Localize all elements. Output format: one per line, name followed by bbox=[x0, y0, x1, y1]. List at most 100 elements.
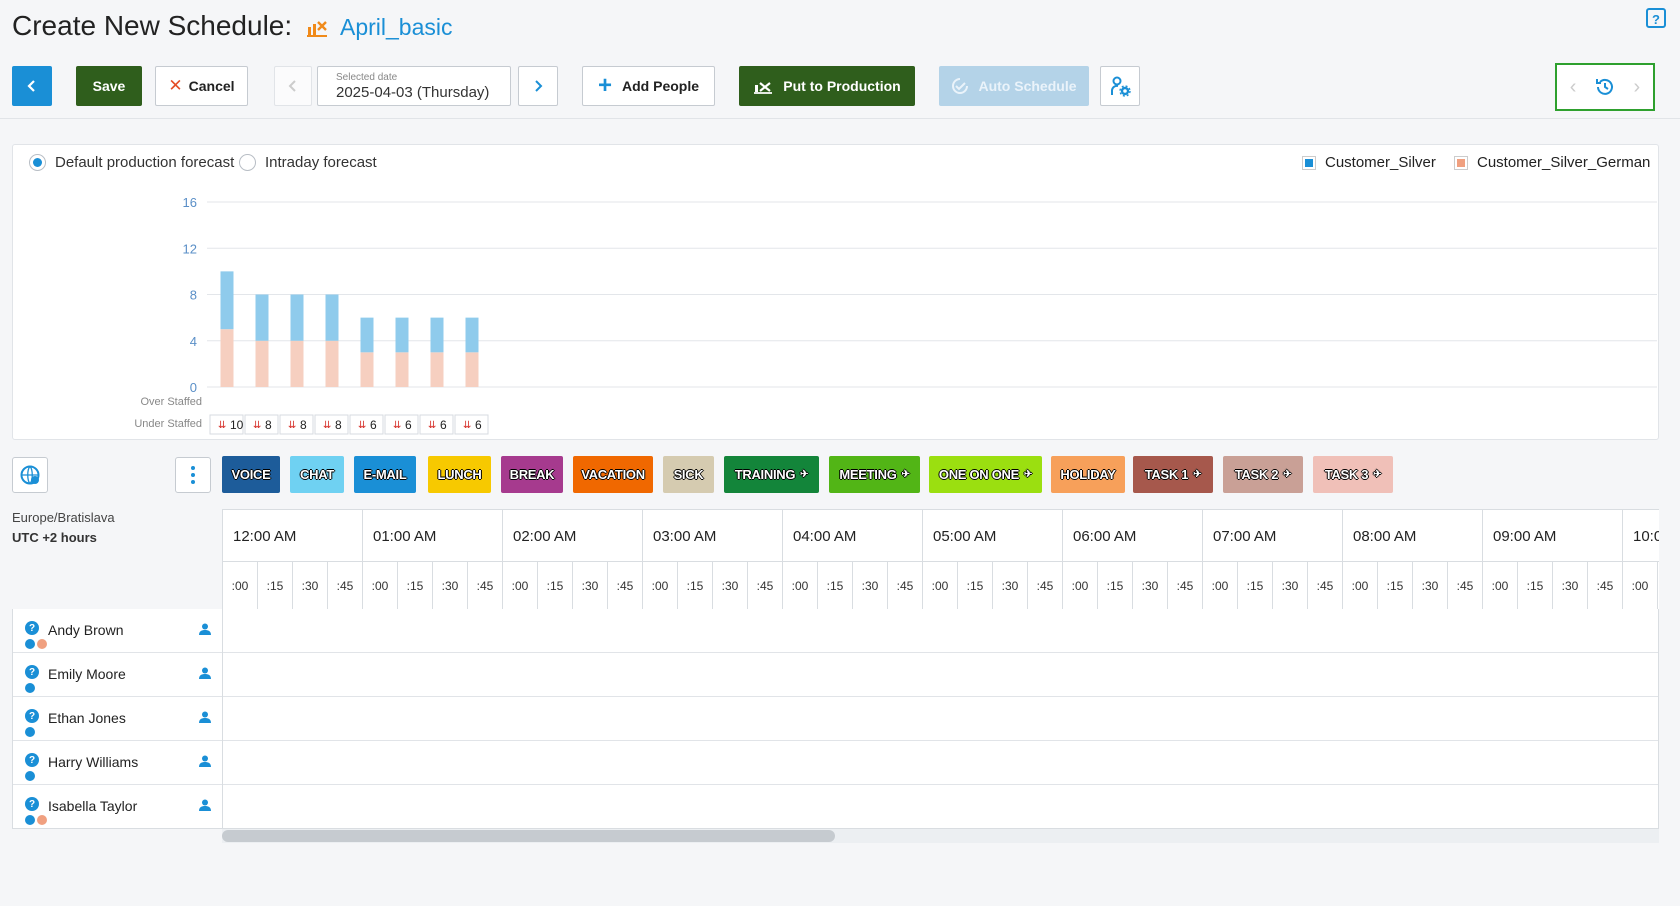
y-tick-label: 8 bbox=[190, 288, 197, 303]
user-icon[interactable] bbox=[199, 798, 211, 816]
person-row[interactable]: ? Harry Williams bbox=[13, 741, 1658, 785]
history-forward-icon[interactable]: › bbox=[1633, 75, 1641, 98]
down-arrow-icon: ⇊ bbox=[393, 420, 401, 431]
quarter-label: :45 bbox=[608, 562, 643, 609]
person-name[interactable]: Emily Moore bbox=[48, 666, 126, 682]
date-value: 2025-04-03 (Thursday) bbox=[336, 84, 490, 101]
activity-tag-one-on-one[interactable]: ONE ON ONE ✈ bbox=[929, 456, 1042, 493]
scrollbar-thumb[interactable] bbox=[222, 830, 835, 842]
question-icon[interactable]: ? bbox=[25, 753, 39, 767]
y-tick-label: 4 bbox=[190, 334, 197, 349]
activity-tag-task-3[interactable]: TASK 3 ✈ bbox=[1313, 456, 1393, 493]
activity-tag-vacation[interactable]: VACATION bbox=[573, 456, 653, 493]
skill-dots bbox=[25, 771, 35, 781]
kebab-menu-icon bbox=[191, 466, 195, 484]
add-people-button[interactable]: + Add People bbox=[582, 66, 715, 106]
legend-label: Customer_Silver bbox=[1325, 154, 1436, 171]
activity-tag-label: TRAINING bbox=[734, 467, 796, 482]
activity-tag-voice[interactable]: VOICE bbox=[222, 456, 280, 493]
activity-tag-lunch[interactable]: LUNCH bbox=[428, 456, 491, 493]
quarter-label: :00 bbox=[1343, 562, 1378, 609]
skill-dot bbox=[25, 683, 35, 693]
user-icon[interactable] bbox=[199, 666, 211, 684]
timezone-button[interactable] bbox=[12, 457, 48, 493]
activity-tag-training[interactable]: TRAINING ✈ bbox=[724, 456, 819, 493]
person-cell: ? Isabella Taylor bbox=[13, 785, 223, 829]
user-icon[interactable] bbox=[199, 754, 211, 772]
down-arrow-icon: ⇊ bbox=[428, 420, 436, 431]
question-icon[interactable]: ? bbox=[25, 665, 39, 679]
toolbar-divider bbox=[0, 118, 1680, 119]
hour-label: 03:00 AM bbox=[643, 510, 783, 561]
activity-tag-chat[interactable]: CHAT bbox=[290, 456, 344, 493]
person-name[interactable]: Harry Williams bbox=[48, 754, 139, 770]
over-staffed-label: Over Staffed bbox=[140, 396, 202, 408]
bar-customer-silver bbox=[290, 294, 304, 341]
close-icon: ✕ bbox=[168, 76, 183, 95]
activity-tag-meeting[interactable]: MEETING ✈ bbox=[829, 456, 920, 493]
pin-icon: ✈ bbox=[1023, 469, 1033, 480]
date-picker[interactable]: Selected date 2025-04-03 (Thursday) bbox=[317, 66, 511, 106]
auto-schedule-icon bbox=[952, 78, 969, 94]
cancel-button[interactable]: ✕ Cancel bbox=[155, 66, 248, 106]
quarter-label: :45 bbox=[328, 562, 363, 609]
intraday-forecast-radio[interactable]: Intraday forecast bbox=[239, 154, 377, 171]
person-row[interactable]: ? Isabella Taylor bbox=[13, 785, 1658, 829]
person-cell: ? Emily Moore bbox=[13, 653, 223, 697]
user-icon[interactable] bbox=[199, 622, 211, 640]
activity-tag-break[interactable]: BREAK bbox=[501, 456, 563, 493]
person-row[interactable]: ? Andy Brown bbox=[13, 609, 1658, 653]
history-icon[interactable] bbox=[1594, 76, 1616, 98]
quarter-label: :15 bbox=[1238, 562, 1273, 609]
under-staffed-value: 8 bbox=[265, 418, 272, 432]
person-name[interactable]: Isabella Taylor bbox=[48, 798, 138, 814]
question-icon[interactable]: ? bbox=[25, 621, 39, 635]
date-label: Selected date bbox=[336, 72, 398, 83]
person-row[interactable]: ? Ethan Jones bbox=[13, 697, 1658, 741]
quarter-label: :00 bbox=[1483, 562, 1518, 609]
default-forecast-radio[interactable]: Default production forecast bbox=[29, 154, 234, 171]
legend-customer-silver[interactable]: Customer_Silver bbox=[1302, 154, 1436, 171]
under-staffed-label: Under Staffed bbox=[134, 418, 202, 430]
quarter-label: :45 bbox=[748, 562, 783, 609]
more-options-button[interactable] bbox=[175, 457, 211, 493]
skill-dots bbox=[25, 639, 47, 649]
quarter-label: :15 bbox=[678, 562, 713, 609]
legend-customer-silver-german[interactable]: Customer_Silver_German bbox=[1454, 154, 1650, 171]
activity-tag-task-1[interactable]: TASK 1 ✈ bbox=[1133, 456, 1213, 493]
help-icon[interactable]: ? bbox=[1644, 6, 1670, 32]
default-forecast-label: Default production forecast bbox=[55, 154, 235, 171]
bar-customer-silver bbox=[255, 294, 269, 341]
svg-text:?: ? bbox=[1652, 12, 1660, 27]
quarter-label: :15 bbox=[1518, 562, 1553, 609]
schedule-icon bbox=[305, 16, 329, 40]
hour-label: 06:00 AM bbox=[1063, 510, 1203, 561]
user-settings-button[interactable] bbox=[1100, 66, 1140, 106]
put-to-production-button[interactable]: Put to Production bbox=[739, 66, 915, 106]
bar-customer-silver-german bbox=[325, 340, 339, 387]
person-name[interactable]: Andy Brown bbox=[48, 622, 124, 638]
auto-schedule-button[interactable]: Auto Schedule bbox=[939, 66, 1089, 106]
activity-tag-label: CHAT bbox=[300, 467, 334, 482]
legend-swatch bbox=[1302, 155, 1316, 170]
quarter-label: :15 bbox=[398, 562, 433, 609]
activity-tag-e-mail[interactable]: E-MAIL bbox=[354, 456, 416, 493]
activity-tag-sick[interactable]: SICK bbox=[663, 456, 714, 493]
back-button[interactable] bbox=[12, 66, 52, 106]
activity-tag-label: SICK bbox=[673, 467, 704, 482]
bar-customer-silver bbox=[360, 317, 374, 353]
person-row[interactable]: ? Emily Moore bbox=[13, 653, 1658, 697]
hour-label: 04:00 AM bbox=[783, 510, 923, 561]
previous-date-button[interactable] bbox=[274, 66, 312, 106]
save-button[interactable]: Save bbox=[76, 66, 142, 106]
activity-tag-task-2[interactable]: TASK 2 ✈ bbox=[1223, 456, 1303, 493]
question-icon[interactable]: ? bbox=[25, 797, 39, 811]
question-icon[interactable]: ? bbox=[25, 709, 39, 723]
quarter-label: :45 bbox=[1448, 562, 1483, 609]
history-back-icon[interactable]: ‹ bbox=[1569, 75, 1577, 98]
activity-tag-holiday[interactable]: HOLIDAY bbox=[1051, 456, 1125, 493]
person-name[interactable]: Ethan Jones bbox=[48, 710, 126, 726]
skill-dots bbox=[25, 815, 47, 825]
next-date-button[interactable] bbox=[518, 66, 558, 106]
user-icon[interactable] bbox=[199, 710, 211, 728]
